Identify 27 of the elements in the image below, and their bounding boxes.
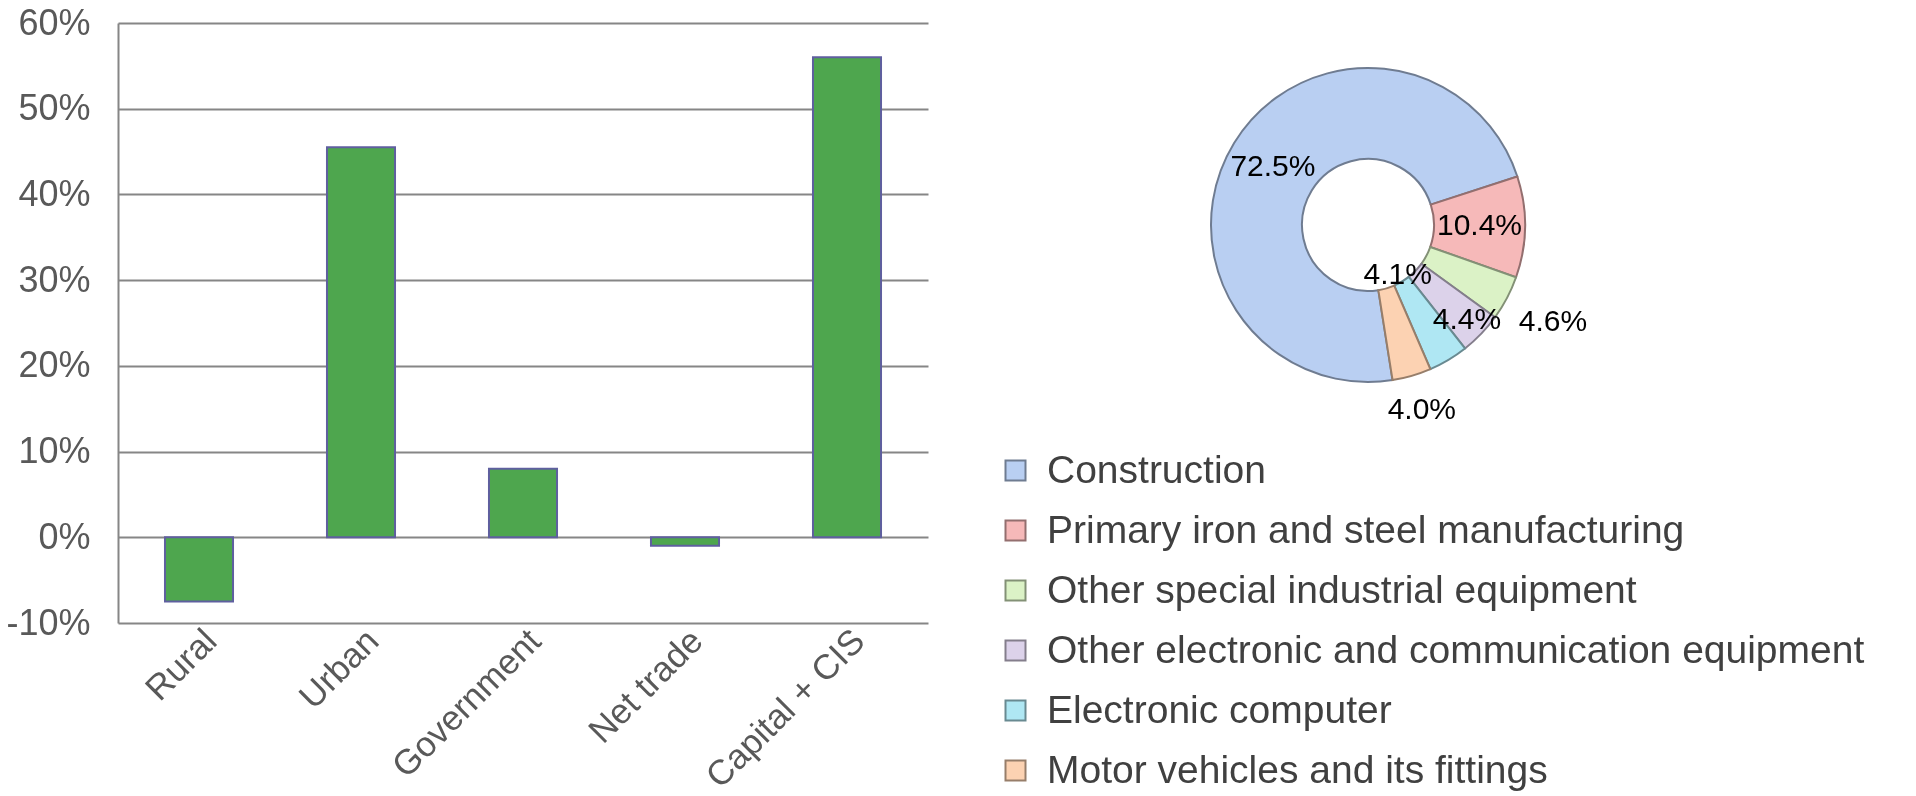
- data-label: 4.4%: [1432, 302, 1502, 336]
- data-label: 4.6%: [1518, 304, 1588, 338]
- y-tick-label: 10%: [18, 430, 91, 472]
- y-tick-label: -10%: [6, 601, 91, 643]
- legend-label: Other electronic and communication equipment: [1047, 627, 1865, 671]
- y-tick-label: 20%: [18, 344, 91, 386]
- data-label: 10.4%: [1436, 208, 1523, 242]
- data-label: 4.0%: [1387, 392, 1457, 426]
- bar: [325, 146, 397, 539]
- legend-label: Construction: [1047, 447, 1266, 491]
- data-label: 72.5%: [1230, 148, 1316, 182]
- legend-label: Motor vehicles and its fittings: [1047, 747, 1548, 791]
- y-tick-label: 60%: [18, 1, 91, 43]
- legend-label: Primary iron and steel manufacturing: [1047, 507, 1685, 551]
- bar: [811, 56, 883, 539]
- donut-slice: [1210, 67, 1519, 383]
- y-tick-label: 40%: [18, 172, 91, 214]
- y-tick-label: 50%: [18, 87, 91, 129]
- data-label: 4.1%: [1363, 256, 1432, 290]
- donut-slice: [1377, 284, 1432, 382]
- bar: [163, 536, 235, 603]
- y-tick-label: 30%: [18, 258, 91, 300]
- bar: [649, 536, 721, 547]
- y-tick-label: 0%: [38, 515, 91, 557]
- bar: [487, 467, 559, 539]
- legend-label: Electronic computer: [1047, 687, 1392, 731]
- legend-label: Other special industrial equipment: [1047, 567, 1637, 611]
